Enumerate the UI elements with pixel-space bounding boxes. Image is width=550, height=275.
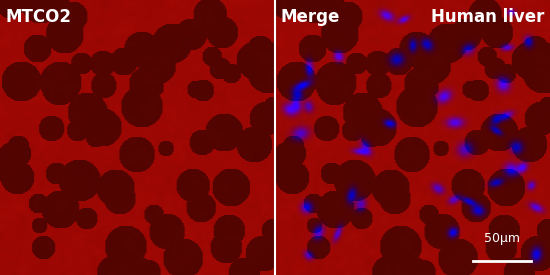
Text: Merge: Merge (280, 8, 340, 26)
Text: 50μm: 50μm (484, 232, 520, 245)
Text: MTCO2: MTCO2 (6, 8, 72, 26)
Text: Human liver: Human liver (431, 8, 544, 26)
